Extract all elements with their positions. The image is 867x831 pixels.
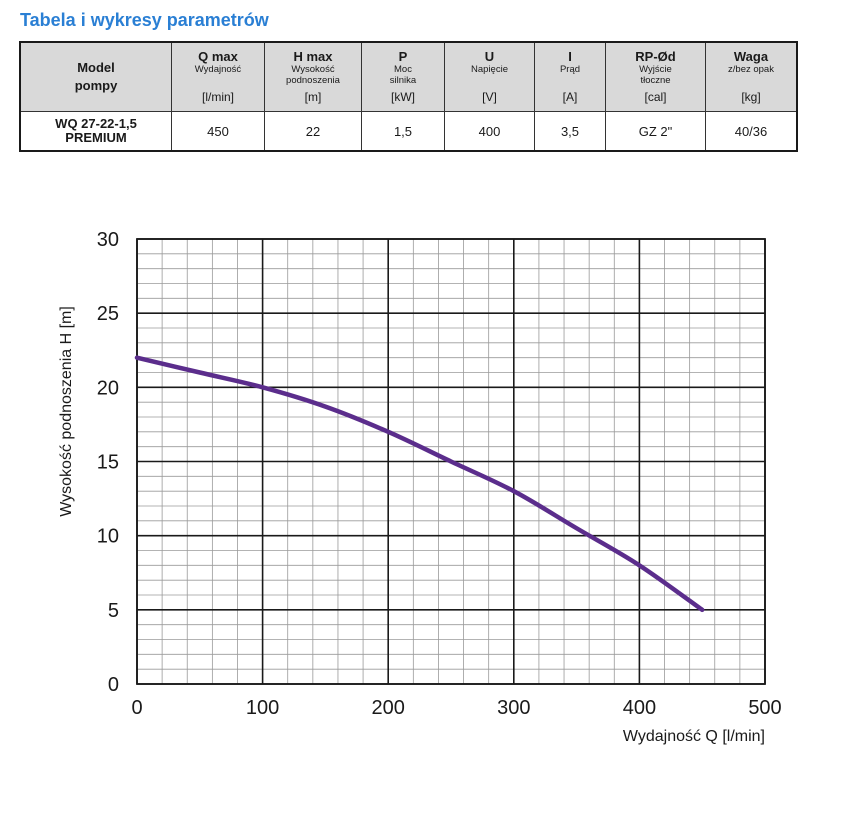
cell-voltage: 400 (444, 111, 535, 152)
header-unit: [V] (482, 90, 497, 104)
header-hmax: H max Wysokość podnoszenia [m] (264, 41, 362, 112)
x-tick-label: 200 (372, 697, 405, 719)
model-variant: PREMIUM (65, 130, 127, 145)
header-desc: Wysokość (291, 64, 335, 75)
header-power: P Moc silnika [kW] (361, 41, 445, 112)
header-name: I (568, 49, 572, 64)
cell-current: 3,5 (534, 111, 606, 152)
table-header-row: Model pompy Q max Wydajność [l/min] H ma… (19, 41, 798, 112)
header-qmax: Q max Wydajność [l/min] (171, 41, 265, 112)
y-tick-label: 5 (108, 600, 119, 622)
header-name: H max (293, 49, 333, 64)
header-unit: [A] (562, 90, 578, 104)
cell-qmax: 450 (171, 111, 265, 152)
plot-frame (136, 238, 766, 685)
table-row: WQ 27-22-1,5 PREMIUM 450 22 1,5 400 3,5 … (19, 111, 798, 152)
header-desc: Wydajność (194, 64, 242, 75)
header-name: Q max (198, 49, 238, 64)
header-model: Model pompy (19, 41, 172, 112)
y-tick-label: 20 (97, 377, 119, 399)
header-name: Waga (733, 49, 769, 64)
x-axis-label: Wydajność Q [l/min] (623, 728, 765, 745)
header-weight: Waga z/bez opak [kg] (705, 41, 798, 112)
header-outlet: RP-Ød Wyjście tłoczne [cal] (605, 41, 706, 112)
x-tick-label: 100 (246, 697, 279, 719)
x-tick-label: 300 (497, 697, 530, 719)
header-name: P (398, 49, 408, 64)
cell-weight: 40/36 (705, 111, 798, 152)
parameters-table: Model pompy Q max Wydajność [l/min] H ma… (19, 41, 798, 152)
header-desc: z/bez opak (728, 64, 774, 75)
x-tick-label: 400 (623, 697, 656, 719)
model-name: WQ 27-22-1,5 (55, 116, 137, 131)
model-cell: WQ 27-22-1,5 PREMIUM (19, 111, 172, 152)
y-tick-label: 25 (97, 303, 119, 325)
y-tick-label: 15 (97, 452, 119, 474)
header-model-line-2: pompy (74, 78, 118, 93)
header-desc: Napięcie (471, 64, 508, 75)
y-axis-label: Wysokość podnoszenia H [m] (58, 306, 75, 517)
header-current: I Prąd [A] (534, 41, 606, 112)
y-tick-label: 30 (97, 229, 119, 251)
header-desc: podnoszenia (286, 75, 340, 86)
y-tick-label: 0 (108, 674, 119, 696)
x-tick-label: 500 (748, 697, 781, 719)
header-unit: [cal] (644, 90, 667, 104)
x-tick-label: 0 (131, 697, 142, 719)
header-desc: Wyjście (639, 64, 672, 75)
header-unit: [l/min] (201, 90, 234, 104)
header-desc: silnika (389, 75, 417, 86)
cell-hmax: 22 (264, 111, 362, 152)
header-model-line-1: Model (77, 60, 115, 75)
y-tick-label: 10 (97, 526, 119, 548)
cell-outlet: GZ 2" (605, 111, 706, 152)
header-desc: Prąd (559, 64, 581, 75)
header-name: U (484, 49, 495, 64)
header-unit: [m] (304, 90, 322, 104)
page-title: Tabela i wykresy parametrów (20, 10, 269, 30)
header-unit: [kW] (391, 90, 415, 104)
header-unit: [kg] (741, 90, 761, 104)
header-desc: Moc (394, 64, 412, 75)
header-voltage: U Napięcie [V] (444, 41, 535, 112)
pump-curve-line (134, 355, 705, 613)
header-name: RP-Ød (635, 49, 676, 64)
cell-power: 1,5 (361, 111, 445, 152)
header-desc: tłoczne (640, 75, 671, 86)
